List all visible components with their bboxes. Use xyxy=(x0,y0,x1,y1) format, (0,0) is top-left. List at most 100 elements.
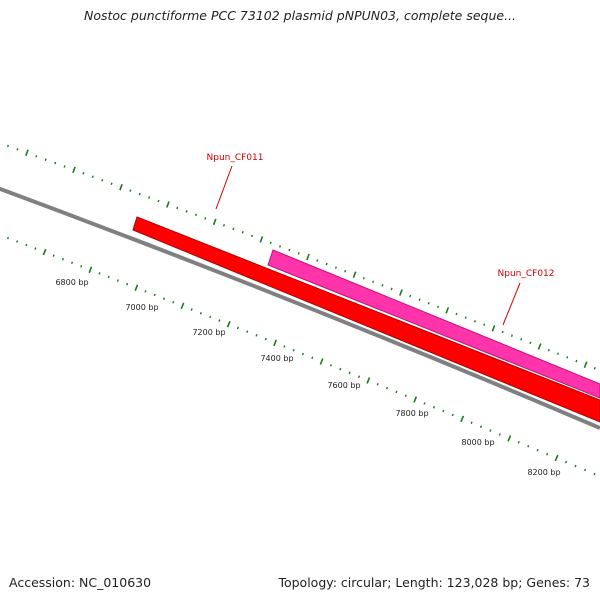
minor-tick xyxy=(404,394,407,397)
scale-label: 6800 bp xyxy=(55,278,88,287)
minor-tick xyxy=(138,192,141,196)
minor-tick xyxy=(61,257,64,261)
minor-tick xyxy=(35,154,38,158)
major-tick xyxy=(399,289,403,296)
minor-tick xyxy=(232,227,235,231)
minor-tick xyxy=(325,262,328,266)
minor-tick xyxy=(199,311,202,315)
minor-tick xyxy=(423,402,426,405)
minor-tick xyxy=(479,425,483,428)
major-tick xyxy=(583,361,588,368)
minor-tick xyxy=(292,348,295,352)
minor-tick xyxy=(16,240,19,243)
major-tick xyxy=(273,339,278,347)
minor-tick xyxy=(91,175,94,179)
minor-tick xyxy=(63,165,66,168)
minor-tick xyxy=(546,452,549,456)
minor-tick xyxy=(536,448,539,452)
minor-tick xyxy=(162,297,166,300)
minor-tick xyxy=(148,196,151,199)
gene-npun-cf012-bar[interactable] xyxy=(267,249,600,399)
gene-npun-cf012[interactable] xyxy=(267,249,600,399)
minor-tick xyxy=(348,371,351,375)
minor-tick xyxy=(442,409,445,413)
accession-text: Accession: NC_010630 xyxy=(9,575,152,590)
minor-tick xyxy=(16,148,19,151)
minor-tick xyxy=(222,224,226,227)
minor-tick xyxy=(6,236,10,240)
major-tick xyxy=(366,377,371,384)
minor-tick xyxy=(236,326,240,330)
minor-tick xyxy=(80,264,83,268)
minor-tick xyxy=(82,172,85,175)
minor-tick xyxy=(311,356,314,360)
minor-tick xyxy=(334,266,337,269)
minor-tick xyxy=(529,341,532,345)
minor-tick xyxy=(301,352,305,356)
major-tick xyxy=(180,302,185,310)
minor-tick xyxy=(297,252,300,255)
minor-tick xyxy=(566,356,569,359)
minor-tick xyxy=(52,254,55,257)
minor-tick xyxy=(381,284,384,287)
major-tick xyxy=(134,284,139,291)
minor-tick xyxy=(246,330,249,333)
minor-tick xyxy=(376,382,379,386)
minor-tick xyxy=(583,468,587,472)
minor-tick xyxy=(107,275,110,279)
minor-tick xyxy=(395,390,398,394)
minor-tick xyxy=(6,144,10,148)
minor-tick xyxy=(129,189,132,192)
minor-tick xyxy=(357,375,361,378)
minor-tick xyxy=(432,405,436,409)
minor-tick xyxy=(501,330,504,334)
minor-tick xyxy=(98,272,101,275)
minor-tick xyxy=(218,319,221,322)
minor-tick xyxy=(316,259,319,262)
minor-tick xyxy=(464,316,467,319)
major-tick xyxy=(413,396,418,403)
minor-tick xyxy=(385,386,389,390)
minor-tick xyxy=(241,231,244,234)
minor-tick xyxy=(34,247,37,250)
scale-label: 8200 bp xyxy=(527,468,560,477)
major-tick xyxy=(352,271,357,278)
minor-tick xyxy=(209,315,212,319)
minor-tick xyxy=(339,367,342,371)
minor-tick xyxy=(172,300,175,304)
minor-tick xyxy=(116,279,119,282)
map-title: Nostoc punctiforme PCC 73102 plasmid pNP… xyxy=(83,8,516,23)
minor-tick xyxy=(255,334,258,337)
major-tick xyxy=(491,325,496,332)
minor-tick xyxy=(470,421,473,425)
minor-tick xyxy=(510,334,513,337)
scale-label: 7400 bp xyxy=(260,354,293,363)
topology-summary: Topology: circular; Length: 123,028 bp; … xyxy=(278,575,590,590)
minor-tick xyxy=(362,276,365,280)
gene-label-npun-cf012[interactable]: Npun_CF012 xyxy=(498,269,555,279)
minor-tick xyxy=(520,337,523,341)
gene-npun-cf011-bar[interactable] xyxy=(132,216,600,423)
minor-tick xyxy=(204,217,207,220)
major-tick xyxy=(72,166,76,174)
major-tick xyxy=(226,320,231,328)
sequence-backbone xyxy=(0,186,600,430)
scale-label: 8000 bp xyxy=(461,438,494,447)
major-tick xyxy=(319,358,324,365)
minor-tick xyxy=(153,293,156,297)
minor-tick xyxy=(527,444,530,448)
scale-labels: 6800 bp 7000 bp 7200 bp 7400 bp 7600 bp … xyxy=(55,278,560,477)
minor-tick xyxy=(455,312,458,316)
minor-tick xyxy=(483,323,486,327)
gene-npun-cf011[interactable] xyxy=(132,216,600,423)
minor-tick xyxy=(329,364,333,367)
minor-tick xyxy=(344,269,347,273)
gene-label-npun-cf011[interactable]: Npun_CF011 xyxy=(207,153,264,163)
minor-tick xyxy=(593,472,596,476)
minor-tick xyxy=(288,248,291,252)
scale-label: 7000 bp xyxy=(125,303,158,312)
minor-tick xyxy=(564,460,568,464)
minor-tick xyxy=(451,413,454,417)
minor-tick xyxy=(547,348,550,352)
